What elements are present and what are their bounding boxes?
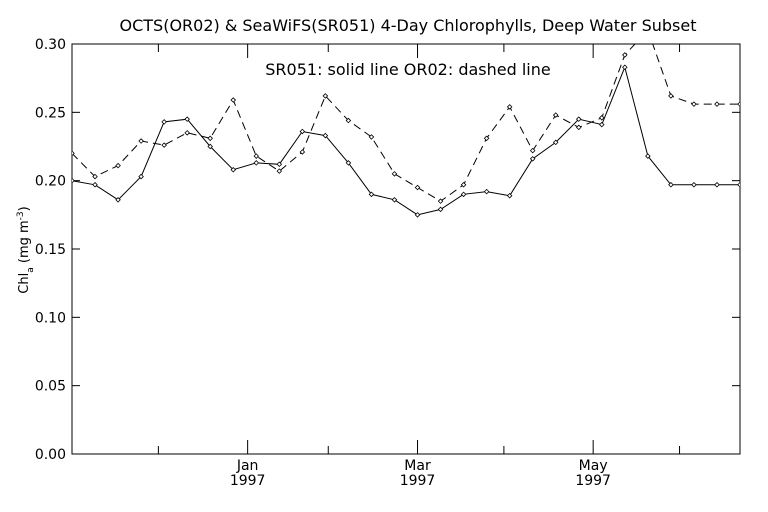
y-axis-label-main: Chl [17,273,32,294]
data-point-OR02 [599,115,605,121]
chart-title: OCTS(OR02) & SeaWiFS(SR051) 4-Day Chloro… [120,16,697,35]
data-point-SR051 [552,139,559,146]
data-point-SR051 [276,161,283,168]
data-point-OR02 [276,168,283,174]
data-point-OR02 [529,147,536,154]
data-point-SR051 [230,166,237,173]
data-point-SR051 [437,206,444,213]
y-tick-label: 0.05 [35,379,66,395]
data-point-OR02 [668,93,674,99]
data-point-SR051 [184,116,190,122]
x-tick-label-month: May [579,458,608,474]
data-point-SR051 [161,119,167,125]
data-point-OR02 [253,153,260,159]
data-point-OR02 [207,135,213,142]
series-layer [72,44,740,218]
x-tick-label-year: 1997 [230,473,266,489]
data-point-OR02 [184,130,190,136]
data-point-SR051 [207,143,213,150]
data-point-SR051 [599,121,605,128]
y-tick-label: 0.30 [35,37,66,53]
legend-annotation: SR051: solid line OR02: dashed line [265,60,550,79]
data-point-SR051 [345,160,352,166]
data-point-OR02 [714,101,720,107]
data-point-OR02 [230,97,237,103]
data-point-OR02 [460,182,467,188]
x-tick-label-year: 1997 [575,473,611,489]
data-point-OR02 [552,112,559,118]
data-point-OR02 [161,142,167,148]
plot-frame [71,43,741,455]
series-line-OR02 [72,44,740,202]
data-point-SR051 [92,182,98,188]
data-point-OR02 [483,135,490,142]
x-tick-label-month: Mar [404,458,431,474]
data-point-OR02 [437,198,444,204]
x-tick-label-year: 1997 [400,473,436,489]
data-point-OR02 [92,173,98,180]
y-axis-label-exponent: -3 [16,211,26,220]
data-point-OR02 [368,134,375,140]
y-tick-label: 0.10 [35,310,66,326]
data-point-SR051 [691,182,697,188]
data-point-OR02 [391,171,398,177]
data-point-SR051 [115,197,121,203]
data-point-SR051 [668,182,674,188]
data-point-SR051 [414,212,421,218]
data-point-SR051 [322,132,329,139]
y-axis: 0.00 0.05 0.10 0.15 0.20 0.25 0.30 [35,37,740,463]
data-point-SR051 [645,153,651,159]
data-point-SR051 [529,156,536,162]
data-point-OR02 [737,101,740,107]
y-axis-label-subscript: a [26,267,36,273]
data-point-SR051 [138,173,144,180]
data-point-OR02 [322,93,329,99]
data-point-SR051 [368,191,375,198]
series-line-SR051 [72,65,740,216]
data-point-SR051 [737,182,740,188]
data-point-SR051 [253,160,260,166]
data-point-SR051 [483,188,490,195]
data-point-OR02 [622,52,628,58]
data-point-OR02 [691,101,697,107]
data-point-OR02 [299,149,306,155]
y-tick-label: 0.25 [35,105,66,121]
series-clip-group [72,44,740,218]
data-point-SR051 [506,192,513,199]
data-point-OR02 [345,117,352,124]
data-point-SR051 [714,182,720,188]
y-axis-label-units-close: ) [17,206,32,211]
data-point-OR02 [506,104,513,110]
data-point-SR051 [299,128,306,135]
data-point-SR051 [575,116,582,122]
data-point-OR02 [115,162,121,169]
y-axis-label-units: (mg m [17,220,32,267]
y-axis-label: Chla (mg m-3) [16,206,36,293]
y-tick-label: 0.15 [35,242,66,258]
data-point-OR02 [138,138,144,144]
x-tick-label-month: Jan [236,458,259,474]
y-tick-label: 0.20 [35,174,66,190]
data-point-OR02 [414,184,421,191]
data-point-SR051 [391,197,398,203]
data-point-SR051 [460,191,467,198]
data-point-SR051 [622,64,628,70]
data-point-OR02 [575,124,582,131]
data-point-OR02 [72,150,75,157]
data-point-SR051 [72,177,75,184]
y-tick-label: 0.00 [35,447,66,463]
